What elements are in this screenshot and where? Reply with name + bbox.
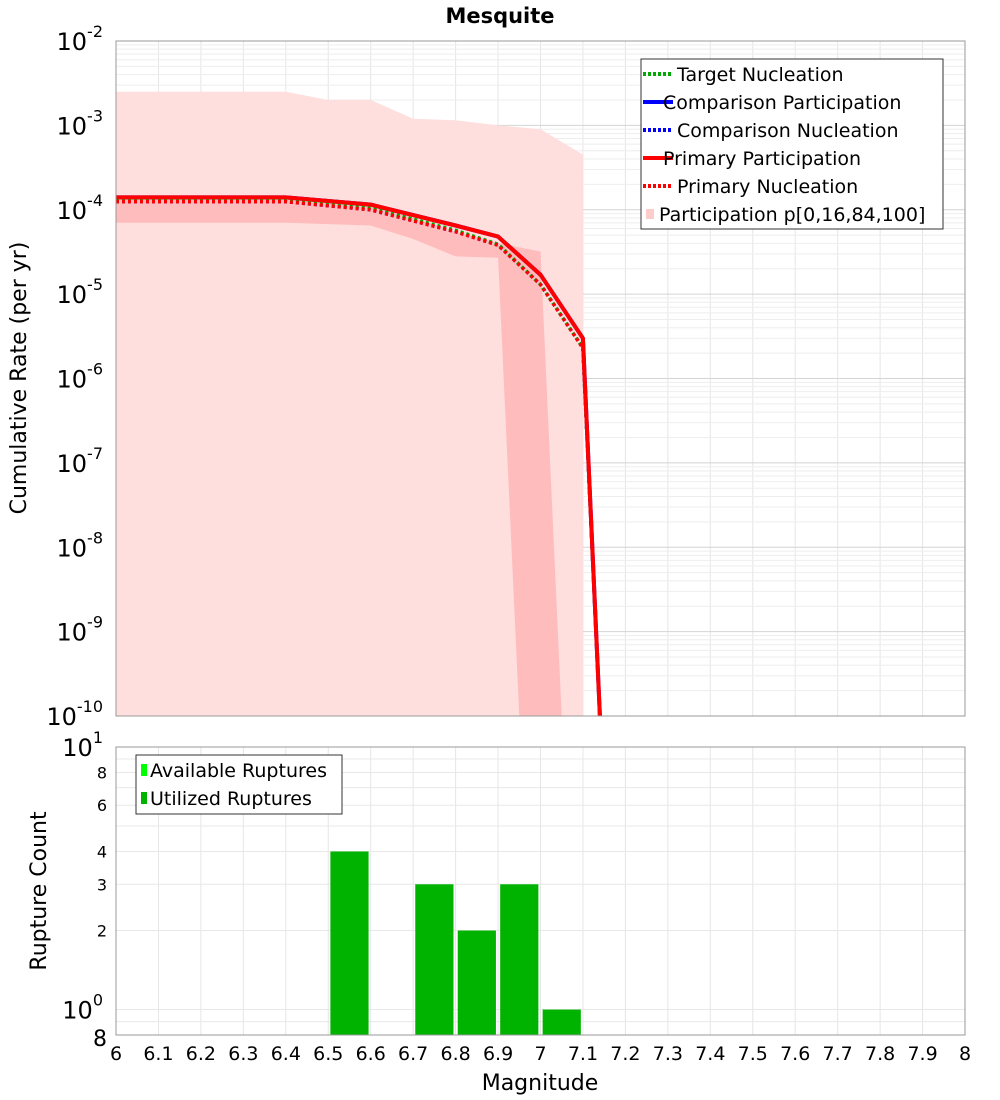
y-tick-label: 8 <box>93 1027 107 1052</box>
y-tick-exponent: 0 <box>93 991 103 1010</box>
bar-utilized-ruptures <box>542 1009 581 1035</box>
y-tick-base: 10 <box>57 197 88 225</box>
y-tick-label: 8 <box>97 763 107 782</box>
y-tick-exponent: -10 <box>77 697 103 716</box>
legend-label: Comparison Nucleation <box>677 120 899 142</box>
y-tick-exponent: -7 <box>87 444 103 463</box>
chart-title: Mesquite <box>445 4 554 28</box>
top-plot-lines <box>116 195 602 717</box>
top-plot-frame <box>115 40 966 717</box>
top-y-tick-labels: 10-210-310-410-510-610-710-810-910-10 <box>46 22 103 731</box>
legend-label: Utilized Ruptures <box>150 788 312 810</box>
x-tick-label: 7.2 <box>610 1043 640 1065</box>
y-tick-base: 10 <box>46 703 77 731</box>
x-tick-label: 6.3 <box>228 1043 258 1065</box>
y-tick-label: 10-3 <box>57 106 104 140</box>
y-tick-label: 101 <box>62 728 103 762</box>
x-tick-label: 7.8 <box>865 1043 895 1065</box>
y-tick-label: 10-5 <box>57 275 104 309</box>
x-tick-label: 6.8 <box>440 1043 470 1065</box>
y-tick-label: 10-7 <box>57 444 104 478</box>
x-tick-label: 7.9 <box>907 1043 937 1065</box>
y-tick-label: 10-8 <box>57 528 104 562</box>
y-tick-label: 6 <box>97 796 107 815</box>
y-tick-base: 10 <box>57 534 88 562</box>
x-tick-label: 7.6 <box>780 1043 810 1065</box>
y-tick-base: 10 <box>57 619 88 647</box>
y-tick-label: 10-10 <box>46 697 103 731</box>
y-tick-label: 10-2 <box>57 22 104 56</box>
bar-utilized-ruptures <box>415 884 454 1035</box>
x-tick-label: 7.4 <box>695 1043 725 1065</box>
y-tick-base: 10 <box>57 366 88 394</box>
y-tick-label: 100 <box>62 991 103 1025</box>
bottom-legend-box <box>135 754 343 815</box>
y-tick-base: 10 <box>57 450 88 478</box>
x-tick-labels: 6 6.1 6.2 6.3 6.4 6.5 6.6 6.7 6.8 6.9 7 7.1 7.2 7.3 7.… <box>110 1043 971 1065</box>
x-tick-label: 6 <box>110 1043 122 1065</box>
participation-band-inner <box>116 196 562 717</box>
y-tick-exponent: -9 <box>87 613 103 632</box>
y-tick-exponent: -2 <box>87 22 103 41</box>
y-tick-base: 10 <box>62 734 93 762</box>
bottom-plot-frame <box>115 746 966 1036</box>
legend-label: Primary Nucleation <box>677 176 858 198</box>
bottom-y-axis-label: Rupture Count <box>27 811 52 971</box>
x-axis-label: Magnitude <box>482 1071 599 1096</box>
y-tick-label: 10-6 <box>57 360 104 394</box>
legend-swatch <box>141 792 147 804</box>
top-legend: Target Nucleation Comparison Participatio… <box>640 58 944 230</box>
y-tick-label: 10-4 <box>57 191 104 225</box>
y-tick-exponent: 1 <box>93 728 103 747</box>
y-tick-exponent: -6 <box>87 360 103 379</box>
top-legend-box <box>640 58 944 230</box>
top-y-axis-label: Cumulative Rate (per yr) <box>7 242 32 515</box>
series-line-primary-participation <box>116 195 602 717</box>
legend-label: Comparison Participation <box>663 92 901 114</box>
bottom-plot-bars <box>330 851 581 1035</box>
x-tick-label: 6.7 <box>398 1043 428 1065</box>
y-tick-label: 10-9 <box>57 613 104 647</box>
y-tick-base: 10 <box>57 28 88 56</box>
top-plot-bands <box>116 91 583 717</box>
x-tick-label: 6.1 <box>143 1043 173 1065</box>
y-tick-exponent: -5 <box>87 275 103 294</box>
x-tick-label: 6.9 <box>483 1043 513 1065</box>
x-tick-label: 7.7 <box>823 1043 853 1065</box>
legend-label: Target Nucleation <box>676 64 844 86</box>
legend-swatch <box>141 764 147 776</box>
bottom-legend: Available Ruptures Utilized Ruptures <box>135 754 343 815</box>
y-tick-base: 10 <box>57 112 88 140</box>
bar-utilized-ruptures <box>330 851 369 1035</box>
x-tick-label: 6.2 <box>186 1043 216 1065</box>
legend-label: Primary Participation <box>663 148 861 170</box>
y-tick-exponent: -4 <box>87 191 103 210</box>
y-tick-label: 3 <box>97 875 107 894</box>
y-tick-exponent: -3 <box>87 106 103 125</box>
legend-label: Available Ruptures <box>150 760 327 782</box>
bar-utilized-ruptures <box>500 884 539 1035</box>
y-tick-base: 10 <box>62 997 93 1025</box>
x-tick-label: 6.6 <box>356 1043 386 1065</box>
x-tick-label: 6.5 <box>313 1043 343 1065</box>
bar-utilized-ruptures <box>457 930 496 1035</box>
x-tick-label: 8 <box>959 1043 971 1065</box>
y-tick-label: 2 <box>97 922 107 941</box>
y-tick-base: 10 <box>57 281 88 309</box>
x-tick-label: 7.3 <box>653 1043 683 1065</box>
x-tick-label: 6.4 <box>271 1043 301 1065</box>
y-tick-label: 4 <box>97 842 107 861</box>
legend-label: Participation p[0,16,84,100] <box>659 204 925 226</box>
y-tick-exponent: -8 <box>87 528 103 547</box>
x-tick-label: 7.1 <box>568 1043 598 1065</box>
legend-swatch <box>646 209 654 219</box>
x-tick-label: 7 <box>534 1043 546 1065</box>
x-tick-label: 7.5 <box>738 1043 768 1065</box>
